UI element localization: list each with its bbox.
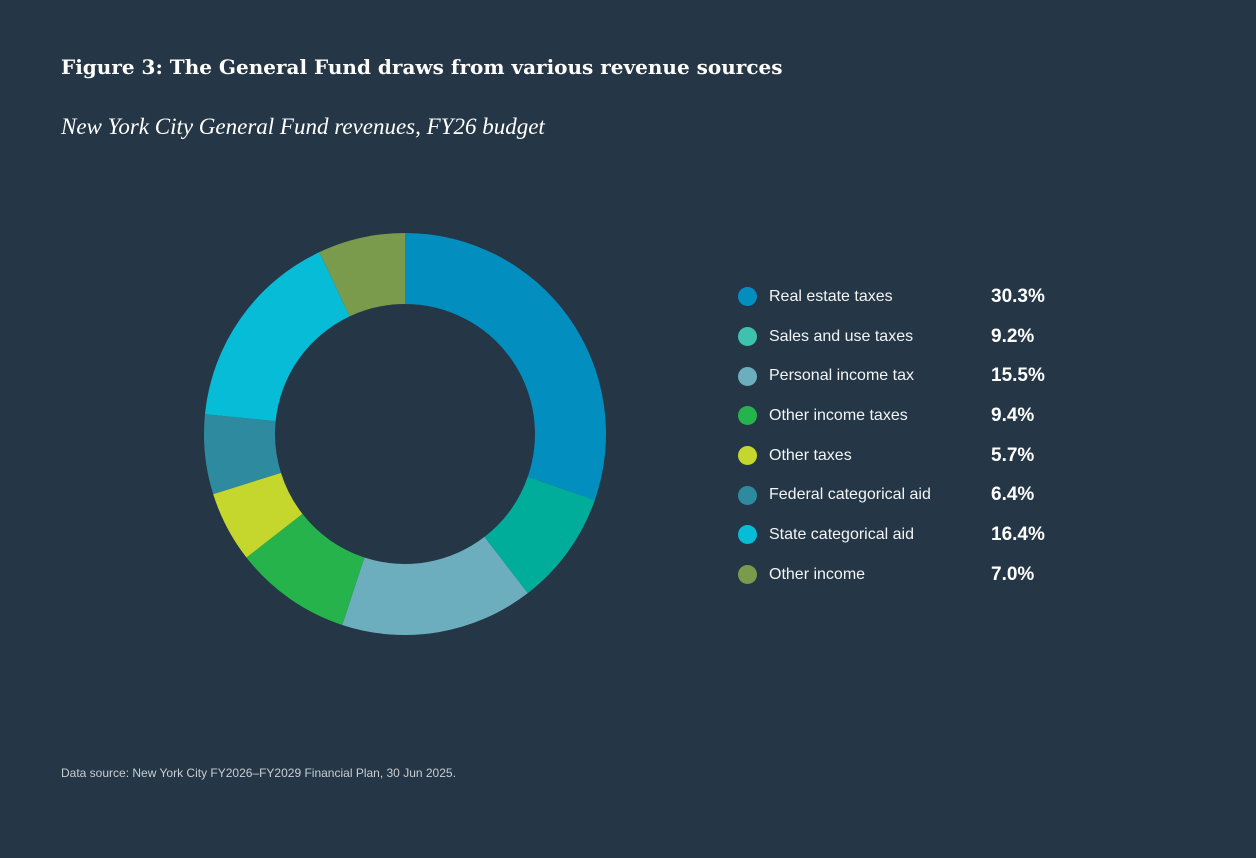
legend-label: Other taxes bbox=[769, 446, 852, 464]
legend-label: Other income bbox=[769, 565, 866, 583]
legend-swatch bbox=[738, 565, 757, 585]
donut-slice-personal-income-tax bbox=[342, 536, 528, 635]
donut-slice-federal-categorical-aid bbox=[204, 414, 281, 495]
legend-item: Other income taxes 9.4% bbox=[738, 396, 1034, 436]
data-source-note: Data source: New York City FY2026–FY2029… bbox=[61, 766, 456, 780]
legend-item: Other income 7.0% bbox=[738, 555, 1034, 595]
legend-value: 5.7% bbox=[991, 444, 1035, 466]
legend-swatch bbox=[738, 366, 757, 386]
legend-label: Real estate taxes bbox=[769, 287, 893, 305]
legend-swatch bbox=[738, 485, 757, 505]
legend-label: Sales and use taxes bbox=[769, 327, 914, 345]
donut-slice-other-taxes bbox=[213, 472, 303, 558]
donut-slice-state-categorical-aid bbox=[204, 252, 350, 422]
legend-item: Sales and use taxes 9.2% bbox=[738, 317, 1034, 357]
legend-label: Personal income tax bbox=[769, 367, 914, 385]
legend-value: 9.4% bbox=[991, 404, 1035, 426]
donut-chart bbox=[204, 233, 606, 635]
legend-value: 16.4% bbox=[991, 523, 1045, 545]
legend-swatch bbox=[738, 446, 757, 466]
legend-label: Federal categorical aid bbox=[769, 486, 931, 504]
legend-value: 7.0% bbox=[991, 563, 1035, 585]
legend-swatch bbox=[738, 525, 757, 545]
legend-value: 9.2% bbox=[991, 325, 1035, 347]
legend-label: Other income taxes bbox=[769, 406, 908, 424]
legend-value: 30.3% bbox=[991, 285, 1045, 307]
legend-item: Real estate taxes 30.3% bbox=[738, 277, 1045, 317]
legend-swatch bbox=[738, 327, 757, 347]
legend-item: Federal categorical aid 6.4% bbox=[738, 475, 1034, 515]
donut-slice-real-estate-taxes bbox=[405, 233, 606, 501]
donut-slice-sales-and-use-taxes bbox=[484, 476, 595, 594]
legend-value: 15.5% bbox=[991, 365, 1045, 387]
legend: Real estate taxes 30.3% Sales and use taxe… bbox=[738, 277, 1045, 595]
chart-title: Figure 3: The General Fund draws from va… bbox=[61, 55, 783, 79]
legend-value: 6.4% bbox=[991, 484, 1035, 506]
legend-item: State categorical aid 16.4% bbox=[738, 515, 1045, 555]
legend-swatch bbox=[738, 287, 757, 307]
legend-item: Other taxes 5.7% bbox=[738, 436, 1034, 476]
legend-item: Personal income tax 15.5% bbox=[738, 356, 1045, 396]
legend-label: State categorical aid bbox=[769, 525, 914, 543]
donut-slice-other-income-taxes bbox=[246, 513, 365, 625]
donut-slice-other-income bbox=[319, 233, 405, 317]
chart-subtitle: New York City General Fund revenues, FY2… bbox=[61, 114, 545, 139]
legend-swatch bbox=[738, 406, 757, 426]
